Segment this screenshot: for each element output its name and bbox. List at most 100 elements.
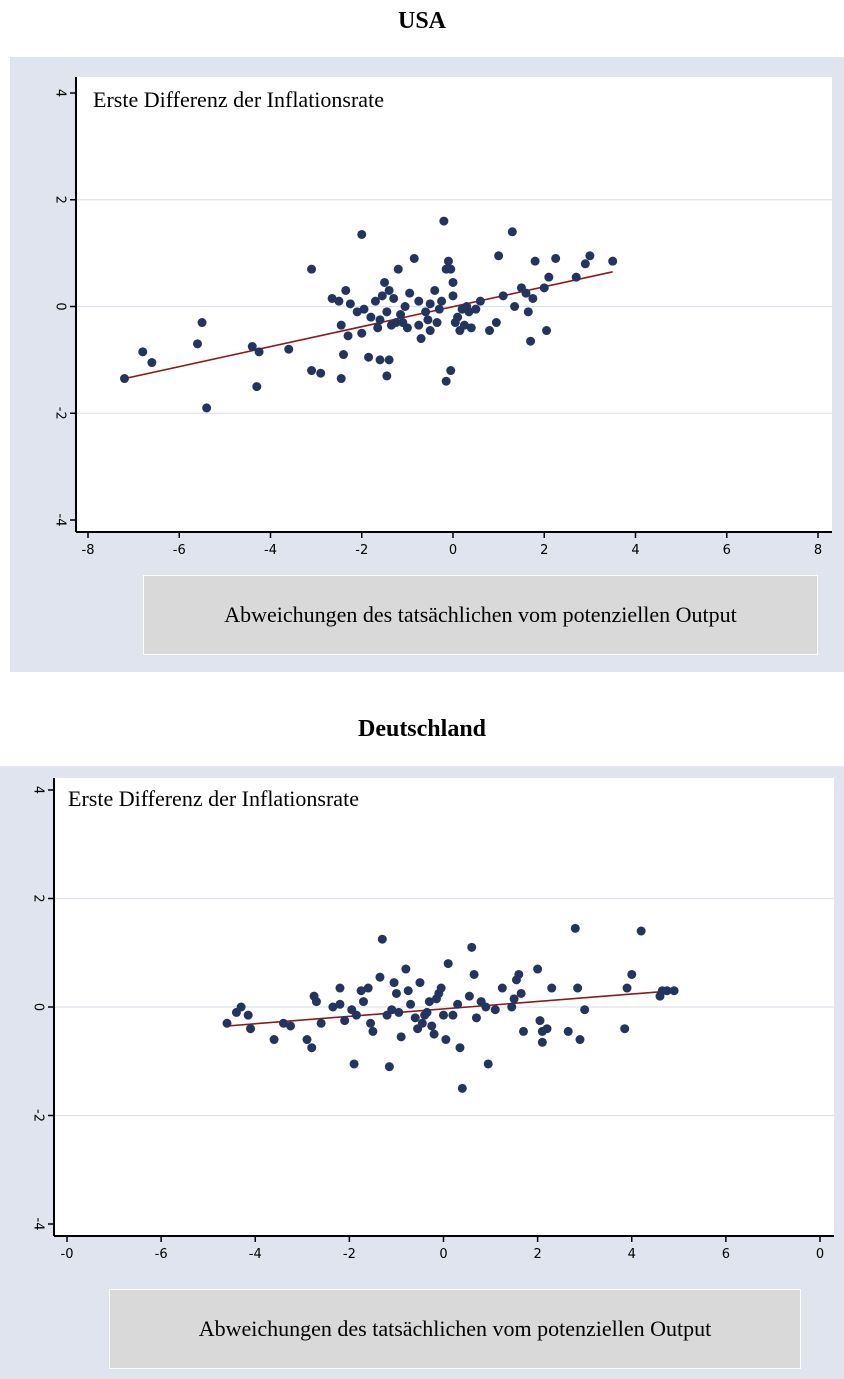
x-axis-label-usa: Abweichungen des tatsächlichen vom poten… [143, 575, 818, 655]
scatter-point [471, 1013, 481, 1023]
scatter-point [406, 999, 416, 1009]
scatter-point [620, 1024, 630, 1034]
scatter-point [521, 288, 531, 298]
x-tick-label: -8 [82, 543, 95, 558]
y-tick-label: 4 [53, 89, 68, 97]
scatter-point [498, 291, 508, 301]
scatter-point [382, 371, 392, 381]
scatter-point [466, 323, 476, 333]
scatter-point [415, 978, 425, 988]
scatter-point [409, 253, 419, 263]
scatter-point [537, 1037, 547, 1047]
scatter-point [246, 1024, 256, 1034]
y-tick-label: 2 [53, 196, 68, 204]
y-axis-label-deutschland: Erste Differenz der Inflationsrate [68, 786, 359, 812]
scatter-point [368, 1026, 378, 1036]
scatter-point [334, 296, 344, 306]
x-tick-label: -2 [343, 1247, 356, 1262]
scatter-point [416, 334, 426, 344]
scatter-point [389, 293, 399, 303]
scatter-point [436, 983, 446, 993]
y-tick-label: -2 [31, 1109, 46, 1122]
chart-plot-usa: -4 -2 0 2 4 -8 -6 -4 -2 0 2 4 6 8 [53, 77, 832, 558]
scatter-point [366, 1018, 376, 1028]
scatter-point [349, 1059, 359, 1069]
scatter-point [443, 959, 453, 969]
scatter-point [622, 983, 632, 993]
scatter-point [302, 1035, 312, 1045]
scatter-point [307, 366, 317, 376]
chart-panel-deutschland: -4 -2 0 2 4 -0 -6 -4 -2 0 2 4 6 0 Erste Differenz der… [0, 766, 844, 1379]
scatter-point [432, 318, 442, 328]
scatter-point [380, 277, 390, 287]
scatter-point [662, 986, 672, 996]
scatter-point [467, 942, 477, 952]
scatter-point [236, 1002, 246, 1012]
x-tick-label: 4 [631, 543, 639, 558]
scatter-point [471, 304, 481, 314]
scatter-point [391, 318, 401, 328]
scatter-point [370, 296, 380, 306]
scatter-point [448, 277, 458, 287]
scatter-point [147, 358, 157, 368]
scatter-point [453, 312, 463, 322]
scatter-point [389, 978, 399, 988]
scatter-point [375, 355, 385, 365]
scatter-point [439, 216, 449, 226]
scatter-point [464, 991, 474, 1001]
scatter-point [539, 283, 549, 293]
scatter-point [405, 288, 415, 298]
scatter-point [542, 1024, 552, 1034]
scatter-point [382, 307, 392, 317]
scatter-point [544, 272, 554, 282]
chart-title-deutschland: Deutschland [357, 716, 487, 742]
plot-area [76, 77, 832, 532]
scatter-point [636, 926, 646, 936]
scatter-point [446, 264, 456, 274]
scatter-point [439, 1010, 448, 1020]
scatter-point [269, 1035, 279, 1045]
scatter-point [414, 296, 424, 306]
scatter-point [402, 323, 412, 333]
y-tick-label: -2 [53, 407, 68, 420]
scatter-point [410, 1013, 420, 1023]
scatter-point [327, 293, 337, 303]
scatter-point [252, 382, 262, 392]
scatter-point [247, 342, 257, 352]
scatter-point [278, 1018, 288, 1028]
scatter-point [377, 291, 387, 301]
scatter-point [514, 969, 524, 979]
scatter-point [462, 302, 472, 311]
scatter-point [475, 296, 485, 306]
scatter-point [481, 1002, 491, 1012]
y-tick-label: -4 [31, 1218, 46, 1231]
scatter-point [343, 331, 353, 341]
x-tick-label: -4 [249, 1247, 262, 1262]
y-tick-label: 0 [53, 302, 68, 310]
y-axis-label-usa: Erste Differenz der Inflationsrate [93, 87, 384, 113]
x-tick-label: -6 [173, 543, 186, 558]
scatter-point [509, 994, 519, 1004]
x-tick-label: 4 [628, 1247, 636, 1262]
scatter-point [284, 344, 294, 354]
scatter-point [396, 310, 406, 320]
scatter-point [335, 999, 345, 1009]
scatter-point [510, 302, 520, 311]
scatter-point [497, 983, 507, 993]
scatter-point [608, 256, 618, 266]
scatter-point [507, 227, 517, 237]
scatter-point [384, 285, 394, 295]
scatter-point [391, 988, 401, 998]
scatter-point [393, 264, 403, 274]
scatter-point [336, 374, 346, 384]
scatter-point [507, 1002, 517, 1012]
scatter-point [434, 304, 444, 314]
scatter-point [494, 251, 504, 261]
scatter-point [336, 320, 346, 330]
scatter-point [519, 1026, 529, 1036]
x-tick-label: 0 [449, 543, 457, 558]
x-tick-label: -4 [264, 543, 277, 558]
scatter-point [414, 320, 424, 330]
scatter-point [357, 229, 367, 239]
scatter-point [286, 1021, 296, 1031]
